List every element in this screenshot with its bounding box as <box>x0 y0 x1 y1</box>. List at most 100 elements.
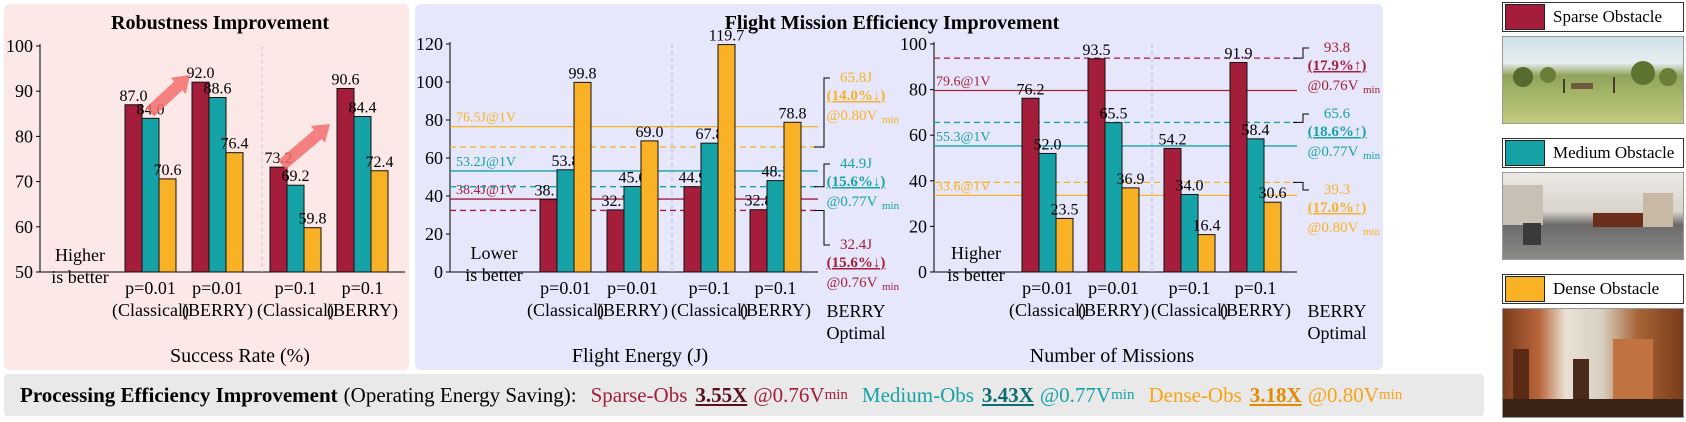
energy-ref-label: 76.5J@1V <box>456 111 516 126</box>
legend-swatch-dense <box>1505 276 1545 302</box>
energy-opt-value: 32.4J <box>840 237 872 253</box>
energy-ref-label: 53.2J@1V <box>456 155 516 170</box>
legend-swatch-sparse <box>1505 4 1545 30</box>
medium-obs-value: 3.43X <box>981 382 1034 407</box>
missions-opt-value: 39.3 <box>1324 182 1350 198</box>
sparse-obs-label: Sparse-Obs <box>590 382 688 407</box>
dense-obs-label: Dense-Obs <box>1148 382 1242 407</box>
missions-opt-bracket <box>1293 113 1309 123</box>
energy-bar-medium <box>700 142 719 273</box>
legend-dense: Dense Obstacle <box>1502 274 1684 304</box>
missions-x-category-sub: (BERRY) <box>1078 300 1149 321</box>
missions-opt-volt: @0.76V <box>1308 78 1359 94</box>
missions-x-category-sub: (Classical) <box>1151 300 1228 321</box>
missions-y-tick-label: 0 <box>918 262 927 282</box>
missions-opt-bracket <box>1293 47 1309 59</box>
missions-bar-dense <box>1121 187 1140 273</box>
robust-y-tick-label: 90 <box>15 81 33 101</box>
missions-bar-label-dense: 16.4 <box>1193 218 1221 235</box>
robust-x-category: p=0.1 <box>342 278 384 298</box>
missions-bar-medium <box>1246 138 1265 273</box>
dense-obs-volt-sub: min <box>1378 386 1403 403</box>
medium-obs-volt: @0.77V <box>1039 382 1112 407</box>
missions-bar-label-medium: 34.0 <box>1176 177 1204 194</box>
missions-opt-header-2: Optimal <box>1308 323 1367 343</box>
robust-note-2: is better <box>51 267 108 287</box>
missions-note-2: is better <box>947 265 1004 285</box>
energy-bar-medium <box>556 169 575 273</box>
energy-bar-label-medium: 45.0 <box>619 170 647 187</box>
missions-bar-label-dense: 30.6 <box>1259 185 1287 202</box>
robust-y-tick-label: 70 <box>15 172 33 192</box>
missions-bar-medium <box>1104 122 1123 273</box>
robust-x-category-sub: (Classical) <box>112 300 189 321</box>
legend-medium: Medium Obstacle <box>1502 138 1684 168</box>
missions-x-category: p=0.1 <box>1235 278 1277 298</box>
sparse-obs-value: 3.55X <box>695 382 748 407</box>
energy-y-tick-label: 80 <box>425 110 443 130</box>
energy-bar-medium <box>623 186 642 273</box>
energy-x-title: Flight Energy (J) <box>572 345 708 367</box>
energy-bar-label-sparse: 32.7 <box>602 193 630 210</box>
missions-bar-label-sparse: 54.2 <box>1159 131 1187 148</box>
energy-x-category: p=0.01 <box>607 278 658 298</box>
energy-opt-volt-sub: min <box>882 114 900 126</box>
robust-x-title: Success Rate (%) <box>170 345 310 367</box>
missions-ref-label: 33.6@1V <box>936 179 991 194</box>
energy-x-category-sub: (BERRY) <box>597 300 668 321</box>
robust-improvement-arrow <box>145 75 190 117</box>
energy-bar-label-dense: 119.7 <box>709 28 744 45</box>
robust-bar-label-medium: 84.4 <box>349 100 377 117</box>
energy-bar-sparse <box>606 209 625 273</box>
energy-x-category-sub: (BERRY) <box>740 300 811 321</box>
energy-bar-dense <box>717 44 736 273</box>
sparse-scene-image <box>1502 36 1684 124</box>
missions-bar-label-dense: 36.9 <box>1117 171 1145 188</box>
legend-swatch-medium <box>1505 140 1545 166</box>
missions-bar-sparse <box>1163 147 1182 273</box>
missions-opt-value: 65.6 <box>1324 106 1351 122</box>
energy-opt-bracket <box>814 77 830 148</box>
missions-x-title: Number of Missions <box>1030 345 1195 367</box>
energy-opt-pct: (15.6%↓) <box>827 255 886 271</box>
energy-opt-pct: (15.6%↓) <box>827 174 886 190</box>
energy-bar-label-sparse: 38.1 <box>535 183 563 200</box>
energy-ref-label: 38.4J@1V <box>456 183 516 198</box>
robust-bar-medium <box>141 117 160 273</box>
missions-y-tick-label: 20 <box>909 216 927 236</box>
missions-bar-medium <box>1180 193 1199 273</box>
energy-bar-dense <box>573 81 592 273</box>
robust-bar-medium <box>286 184 305 273</box>
energy-x-category-sub: (Classical) <box>527 300 604 321</box>
energy-bar-label-sparse: 44.9 <box>679 170 707 187</box>
energy-opt-volt-sub: min <box>882 200 900 212</box>
energy-bar-label-dense: 69.0 <box>636 124 664 141</box>
legend-label-sparse: Sparse Obstacle <box>1553 7 1663 26</box>
dense-obs-value: 3.18X <box>1249 382 1302 407</box>
energy-opt-pct: (14.0%↓) <box>827 88 886 104</box>
missions-bar-label-medium: 58.4 <box>1242 122 1270 139</box>
energy-x-category: p=0.1 <box>755 278 797 298</box>
missions-y-tick-label: 80 <box>909 80 927 100</box>
missions-x-category: p=0.01 <box>1088 278 1139 298</box>
energy-bar-dense <box>640 140 659 273</box>
processing-subtitle: (Operating Energy Saving): <box>343 382 577 407</box>
figure-canvas: Robustness Improvement Flight Mission Ef… <box>4 4 1383 370</box>
missions-opt-pct: (18.6%↑) <box>1308 124 1367 140</box>
robust-bar-label-sparse: 90.6 <box>332 71 360 88</box>
energy-opt-volt: @0.77V <box>827 194 878 210</box>
robust-bar-medium <box>353 116 372 273</box>
robust-bar-label-sparse: 92.0 <box>187 65 215 82</box>
robust-chart: 506070809010087.084.070.6p=0.01(Classica… <box>6 36 405 367</box>
medium-scene-art <box>1503 185 1673 245</box>
dense-obs-volt: @0.80V <box>1307 382 1379 407</box>
medium-obs-volt-sub: min <box>1111 386 1135 403</box>
missions-opt-pct: (17.9%↑) <box>1308 58 1367 74</box>
missions-x-category: p=0.01 <box>1022 278 1073 298</box>
energy-x-category-sub: (Classical) <box>671 300 748 321</box>
missions-opt-volt-sub: min <box>1363 84 1381 96</box>
energy-opt-bracket <box>814 163 830 188</box>
missions-bar-label-sparse: 76.2 <box>1017 81 1045 98</box>
missions-opt-volt-sub: min <box>1363 226 1381 238</box>
robust-bar-label-medium: 88.6 <box>204 81 232 98</box>
